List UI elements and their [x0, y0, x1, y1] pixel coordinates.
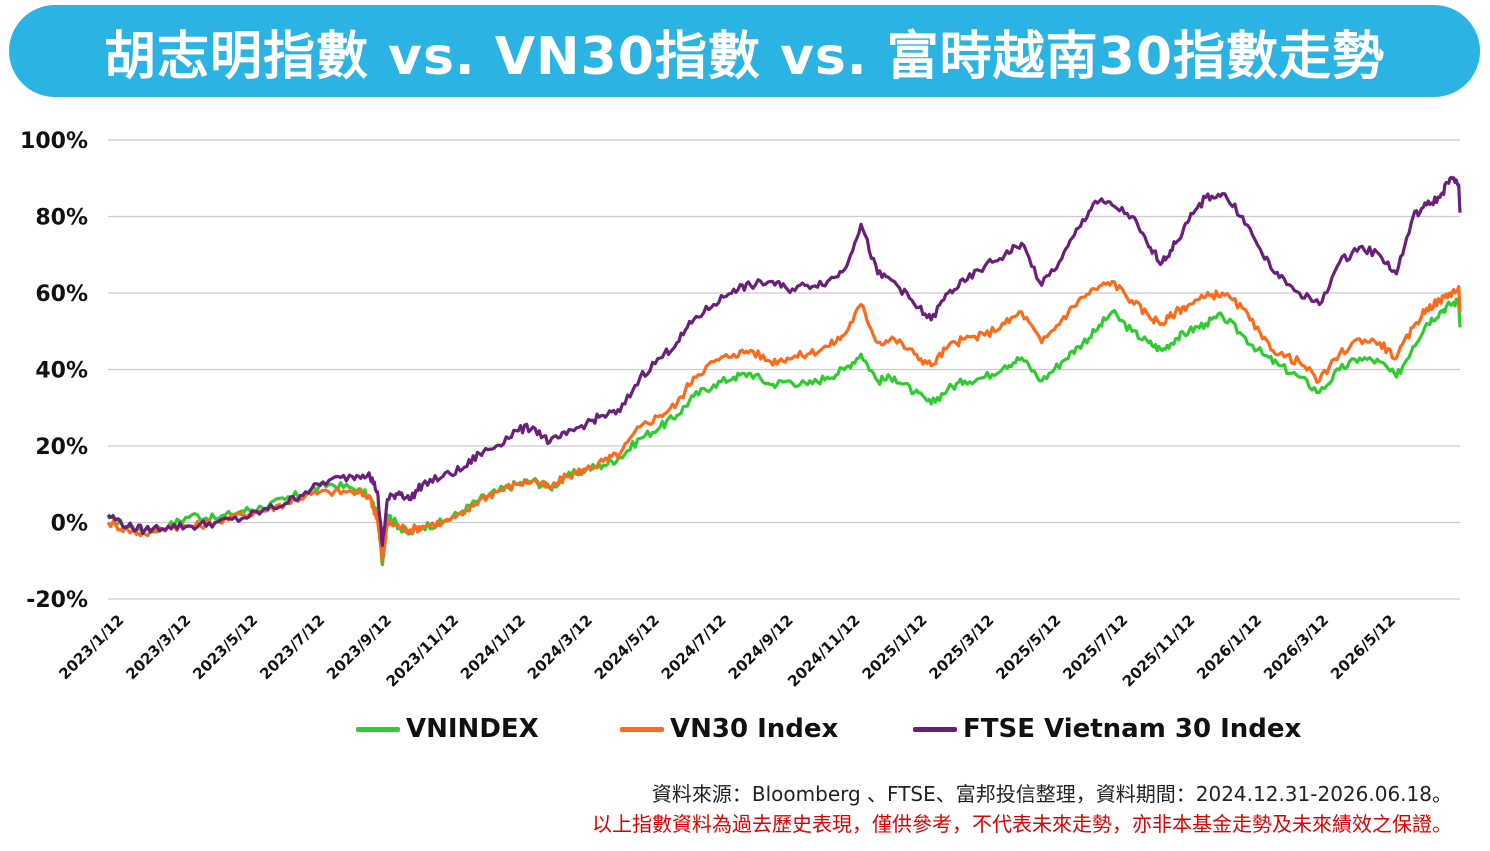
x-tick-label: 2025/7/12 — [1059, 611, 1131, 683]
legend-item-vn30: VN30 Index — [620, 714, 838, 744]
title-banner: 胡志明指數 vs. VN30指數 vs. 富時越南30指數走勢 — [9, 5, 1480, 97]
x-tick: 2023/7/12 — [256, 611, 328, 683]
x-tick: 2025/1/12 — [859, 611, 931, 683]
x-tick: 2025/7/12 — [1059, 611, 1131, 683]
x-tick: 2024/7/12 — [658, 611, 730, 683]
legend-item-vnindex: VNINDEX — [356, 714, 539, 744]
y-tick-label: 100% — [20, 129, 88, 154]
x-tick: 2024/1/12 — [457, 611, 529, 683]
x-tick: 2026/3/12 — [1260, 611, 1332, 683]
x-tick: 2025/3/12 — [925, 611, 997, 683]
x-tick: 2023/3/12 — [122, 611, 194, 683]
x-tick-label: 2023/1/12 — [55, 611, 127, 683]
y-tick-label: 20% — [35, 435, 88, 460]
disclaimer-note: 以上指數資料為過去歷史表現，僅供參考，不代表未來走勢，亦非本基金走勢及未來績效之… — [592, 812, 1452, 836]
x-tick-label: 2026/1/12 — [1193, 611, 1265, 683]
legend-label: VN30 Index — [670, 714, 839, 744]
y-tick-label: 40% — [35, 359, 88, 384]
y-axis-ticks: -20% 0% 20% 40% 60% 80% 100% — [20, 129, 88, 613]
y-tick-label: 0% — [51, 512, 88, 537]
data-source-note: 資料來源：Bloomberg 、FTSE、富邦投信整理，資料期間：2024.12… — [651, 782, 1452, 806]
legend-swatch-vnindex — [356, 726, 400, 732]
x-tick: 2025/5/12 — [992, 611, 1064, 683]
y-tick-label: -20% — [26, 588, 88, 613]
x-tick-label: 2024/5/12 — [591, 611, 663, 683]
x-tick-label: 2023/5/12 — [189, 611, 261, 683]
legend-swatch-vn30 — [620, 726, 664, 732]
legend-label: FTSE Vietnam 30 Index — [963, 714, 1302, 744]
grid-lines — [108, 139, 1460, 600]
legend-label: VNINDEX — [406, 714, 539, 744]
series-line-1 — [106, 279, 1462, 563]
x-tick: 2025/11/12 — [1119, 611, 1199, 691]
x-tick-label: 2026/3/12 — [1260, 611, 1332, 683]
series-lines — [106, 175, 1462, 567]
x-tick: 2023/1/12 — [55, 611, 127, 683]
legend-item-ftse: FTSE Vietnam 30 Index — [913, 714, 1301, 744]
x-tick-label: 2023/9/12 — [323, 611, 395, 683]
x-tick: 2026/5/12 — [1327, 611, 1399, 683]
x-tick-label: 2023/11/12 — [383, 611, 463, 691]
x-tick-label: 2023/3/12 — [122, 611, 194, 683]
series-line-2 — [106, 175, 1462, 548]
x-tick-label: 2024/3/12 — [524, 611, 596, 683]
line-chart: -20% 0% 20% 40% 60% 80% 100% 2023/1/122023/3/1… — [20, 129, 1462, 691]
x-tick: 2023/9/12 — [323, 611, 395, 683]
x-tick-label: 2025/3/12 — [925, 611, 997, 683]
x-axis-ticks: 2023/1/122023/3/122023/5/122023/7/122023… — [55, 611, 1399, 691]
x-tick-label: 2024/1/12 — [457, 611, 529, 683]
series-line-0 — [106, 297, 1462, 567]
legend: VNINDEX VN30 Index FTSE Vietnam 30 Index — [0, 714, 1490, 750]
x-tick: 2024/11/12 — [784, 611, 864, 691]
x-tick: 2023/11/12 — [383, 611, 463, 691]
x-tick: 2024/9/12 — [725, 611, 797, 683]
y-tick-label: 60% — [35, 282, 88, 307]
x-tick: 2026/1/12 — [1193, 611, 1265, 683]
x-tick: 2024/3/12 — [524, 611, 596, 683]
x-tick-label: 2024/7/12 — [658, 611, 730, 683]
y-tick-label: 80% — [35, 206, 88, 231]
x-tick-label: 2025/1/12 — [859, 611, 931, 683]
notes: 資料來源：Bloomberg 、FTSE、富邦投信整理，資料期間：2024.12… — [592, 779, 1452, 839]
chart-title: 胡志明指數 vs. VN30指數 vs. 富時越南30指數走勢 — [103, 26, 1386, 87]
legend-swatch-ftse — [913, 726, 957, 732]
x-tick-label: 2025/11/12 — [1119, 611, 1199, 691]
x-tick: 2023/5/12 — [189, 611, 261, 683]
x-tick-label: 2024/9/12 — [725, 611, 797, 683]
x-tick-label: 2025/5/12 — [992, 611, 1064, 683]
x-tick-label: 2023/7/12 — [256, 611, 328, 683]
x-tick: 2024/5/12 — [591, 611, 663, 683]
x-tick-label: 2024/11/12 — [784, 611, 864, 691]
x-tick-label: 2026/5/12 — [1327, 611, 1399, 683]
